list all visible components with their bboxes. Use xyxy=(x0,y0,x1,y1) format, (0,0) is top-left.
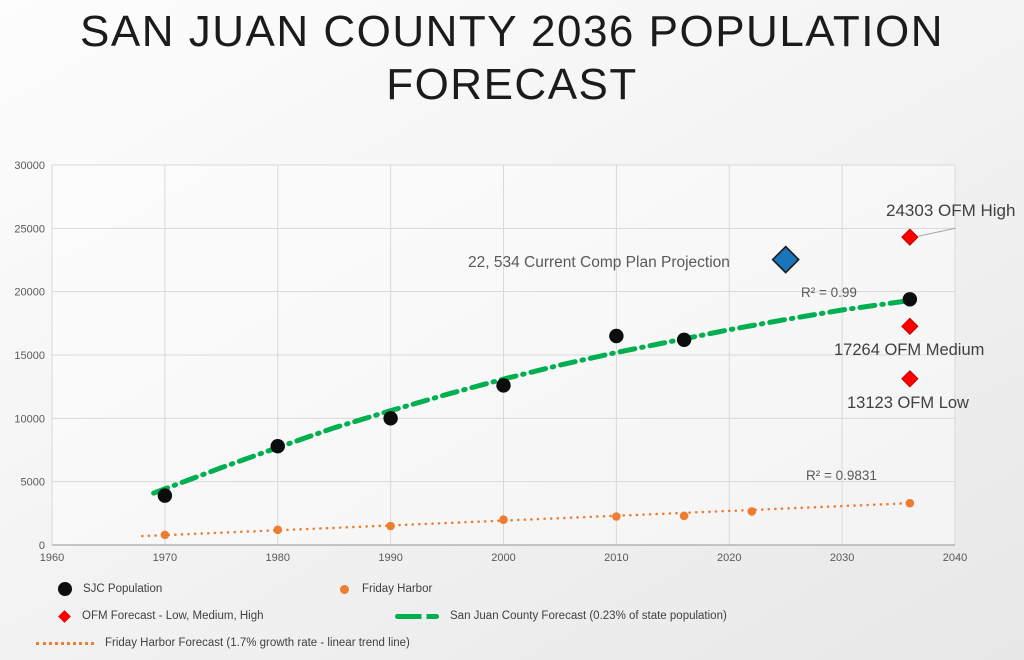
annotation-ofm-high: 24303 OFM High xyxy=(886,201,1016,220)
svg-text:30000: 30000 xyxy=(14,160,45,172)
svg-text:20000: 20000 xyxy=(14,287,45,299)
annotation-comp-plan: 22, 534 Current Comp Plan Projection xyxy=(468,254,730,271)
gridlines xyxy=(51,164,956,546)
legend-label-sjc-population: SJC Population xyxy=(83,583,163,595)
svg-text:1960: 1960 xyxy=(40,552,64,564)
svg-text:1970: 1970 xyxy=(153,552,177,564)
legend-label-sjc-forecast: San Juan County Forecast (0.23% of state… xyxy=(450,610,727,622)
legend-label-ofm-forecast: OFM Forecast - Low, Medium, High xyxy=(82,610,264,622)
legend-item-sjc-forecast: San Juan County Forecast (0.23% of state… xyxy=(395,609,727,623)
legend-item-ofm-forecast: OFM Forecast - Low, Medium, High xyxy=(58,609,264,623)
series-sjc-forecast-line xyxy=(151,298,913,496)
svg-text:25000: 25000 xyxy=(14,223,45,235)
svg-text:10000: 10000 xyxy=(14,413,45,425)
orange-dot-marker-icon xyxy=(340,584,349,594)
svg-text:5000: 5000 xyxy=(21,477,45,489)
svg-text:2000: 2000 xyxy=(491,552,515,564)
red-diamond-marker-icon xyxy=(58,609,71,623)
svg-text:2030: 2030 xyxy=(830,552,854,564)
legend-label-friday-harbor-forecast: Friday Harbor Forecast (1.7% growth rate… xyxy=(105,637,410,649)
black-dot-marker-icon xyxy=(58,582,72,596)
legend-label-friday-harbor: Friday Harbor xyxy=(362,583,433,595)
svg-text:2020: 2020 xyxy=(717,552,741,564)
svg-text:1990: 1990 xyxy=(378,552,402,564)
annotation-ofm-medium: 17264 OFM Medium xyxy=(834,341,985,359)
series-friday-harbor-forecast-line xyxy=(141,501,912,538)
annotation-r2-fh: R² = 0.9831 xyxy=(806,468,877,483)
chart-title-text: SAN JUAN COUNTY 2036 POPULATION FORECAST xyxy=(80,7,944,109)
axis-ticks: 1960 1970 1980 1990 2000 2010 2020 2030 2040 0 500… xyxy=(14,160,967,564)
orange-dotted-marker-icon xyxy=(36,641,94,645)
legend-item-friday-harbor-forecast: Friday Harbor Forecast (1.7% growth rate… xyxy=(36,636,410,650)
series-comp-plan-projection xyxy=(771,245,800,274)
annotation-r2-sjc: R² = 0.99 xyxy=(801,285,857,300)
page-title: SAN JUAN COUNTY 2036 POPULATION FORECAST xyxy=(0,6,1024,112)
series-friday-harbor xyxy=(160,498,915,540)
svg-text:0: 0 xyxy=(39,540,45,552)
green-dash-marker-icon xyxy=(395,613,439,619)
legend-item-friday-harbor: Friday Harbor xyxy=(338,582,432,596)
legend-item-sjc-population: SJC Population xyxy=(58,582,162,596)
series-sjc-population xyxy=(157,292,918,503)
svg-text:1980: 1980 xyxy=(266,552,290,564)
svg-text:2040: 2040 xyxy=(943,552,967,564)
svg-text:15000: 15000 xyxy=(14,350,45,362)
series-ofm-forecast xyxy=(901,228,919,388)
annotation-ofm-low: 13123 OFM Low xyxy=(847,394,969,412)
svg-text:2010: 2010 xyxy=(604,552,628,564)
ofm-high-leader-line xyxy=(918,227,956,237)
